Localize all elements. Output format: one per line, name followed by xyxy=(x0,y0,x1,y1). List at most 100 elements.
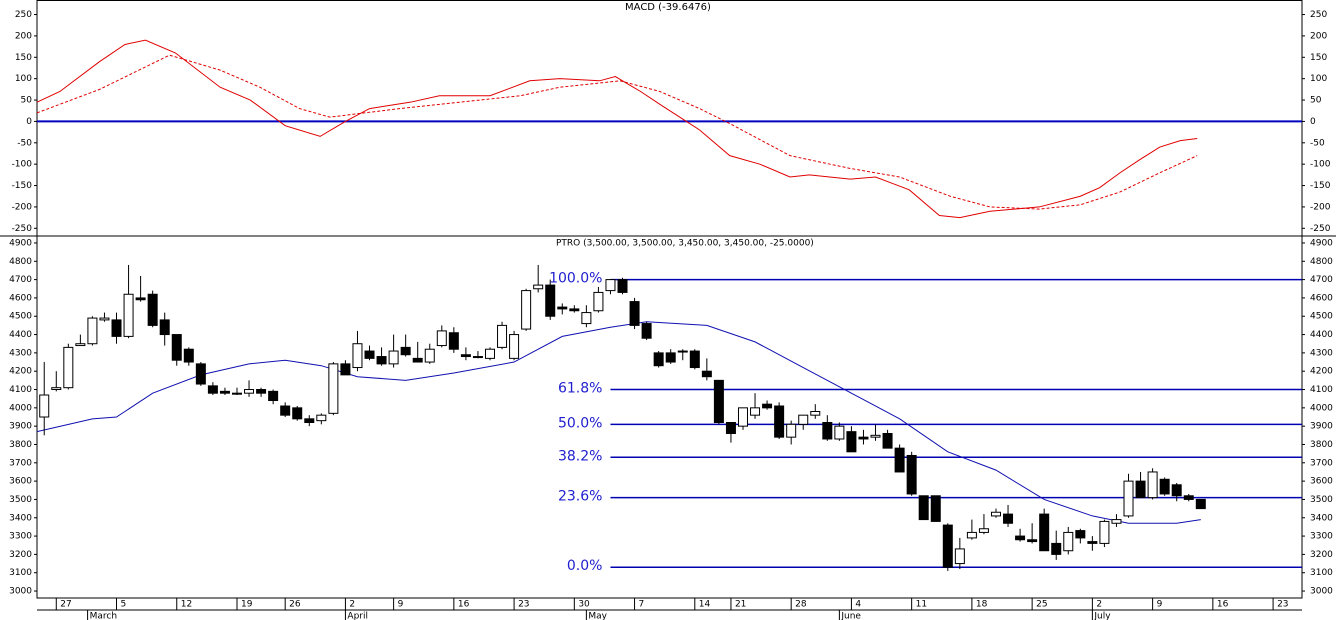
y-tick-label-right: -50 xyxy=(1310,138,1325,148)
candle-body xyxy=(1039,513,1050,552)
y-tick-label-right: 3900 xyxy=(1310,422,1333,432)
y-tick-label-right: 150 xyxy=(1310,53,1327,63)
candle-body xyxy=(834,425,845,440)
candle-body xyxy=(147,293,158,326)
y-tick-label-left: 4100 xyxy=(9,385,32,395)
candle-body xyxy=(882,432,893,449)
candle-body xyxy=(39,394,50,418)
candle-body xyxy=(665,352,676,363)
candle-body xyxy=(930,495,941,522)
candle-body xyxy=(99,317,110,321)
fib-label: 0.0% xyxy=(567,558,603,574)
x-tick-label: 28 xyxy=(795,600,807,610)
candle-body xyxy=(990,511,1001,517)
y-tick-label-left: -50 xyxy=(17,138,32,148)
x-tick-label: 4 xyxy=(855,600,861,610)
x-tick-label: 16 xyxy=(458,600,470,610)
y-tick-label-left: 3000 xyxy=(9,587,32,597)
y-tick-label-left: -100 xyxy=(12,160,33,170)
plot-frame xyxy=(36,0,1303,599)
candle-body xyxy=(557,306,568,310)
x-tick-label: 18 xyxy=(976,600,988,610)
candle-body xyxy=(195,363,206,385)
fib-label: 100.0% xyxy=(549,271,602,287)
x-tick-label: 5 xyxy=(121,600,127,610)
candle-body xyxy=(870,434,881,438)
candle-body xyxy=(629,301,640,326)
candle-body xyxy=(677,350,688,353)
candle-body xyxy=(424,348,435,363)
candle-body xyxy=(786,423,797,438)
candle-body xyxy=(978,528,989,533)
y-tick-label-right: 3500 xyxy=(1310,495,1333,505)
candle-body xyxy=(1015,535,1026,541)
candle-body xyxy=(484,348,495,359)
candle-body xyxy=(171,334,182,361)
y-tick-label-left: 3900 xyxy=(9,422,32,432)
macd-title: MACD (-39.6476) xyxy=(625,2,711,13)
candle-body xyxy=(460,354,471,358)
y-tick-label-left: -150 xyxy=(12,181,33,191)
candle-body xyxy=(352,343,363,369)
candle-body xyxy=(762,403,773,409)
candle-body xyxy=(641,323,652,339)
candle-body xyxy=(328,363,339,414)
y-tick-label-right: 4100 xyxy=(1310,385,1333,395)
y-tick-label-right: -200 xyxy=(1310,202,1331,212)
y-tick-label-left: 3200 xyxy=(9,550,32,560)
candle-body xyxy=(954,548,965,565)
candle-body xyxy=(1027,539,1038,543)
x-tick-label: 9 xyxy=(1157,600,1163,610)
candle-body xyxy=(280,405,291,416)
candle-body xyxy=(1051,542,1062,555)
y-tick-label-left: 3600 xyxy=(9,477,32,487)
candle-body xyxy=(111,319,122,337)
price-title: PTRO (3,500.00, 3,500.00, 3,450.00, 3,45… xyxy=(556,239,814,249)
y-tick-label-left: 50 xyxy=(21,96,33,106)
candle-body xyxy=(51,387,62,391)
candle-body xyxy=(436,330,447,347)
candle-body xyxy=(316,414,327,422)
candle-body xyxy=(846,431,857,453)
candle-body xyxy=(1075,530,1086,539)
candle-body xyxy=(701,370,712,378)
candle-body xyxy=(509,334,520,359)
candle-body xyxy=(533,284,544,290)
candle-body xyxy=(1063,531,1074,552)
y-tick-label-left: 3500 xyxy=(9,495,32,505)
candle-body xyxy=(340,363,351,376)
x-tick-label: 2 xyxy=(349,600,355,610)
candle-body xyxy=(713,379,724,423)
candle-body xyxy=(1183,495,1194,500)
candle-body xyxy=(1135,480,1146,499)
y-tick-label-right: 50 xyxy=(1310,96,1322,106)
candle-body xyxy=(1171,484,1182,497)
candle-body xyxy=(75,343,86,347)
macd-line xyxy=(36,54,1198,210)
month-label: June xyxy=(840,612,861,620)
candle-body xyxy=(1195,498,1206,510)
candle-body xyxy=(545,284,556,317)
y-tick-label-right: 3400 xyxy=(1310,513,1333,523)
month-label: July xyxy=(1093,612,1111,620)
y-tick-label-left: 0 xyxy=(26,117,32,127)
y-tick-label-right: 4700 xyxy=(1310,275,1333,285)
y-tick-label-left: 3400 xyxy=(9,513,32,523)
candle-body xyxy=(183,348,194,363)
fib-label: 23.6% xyxy=(558,489,602,505)
candle-body xyxy=(1087,541,1098,544)
candle-body xyxy=(1003,513,1014,524)
y-tick-label-left: 3100 xyxy=(9,568,32,578)
y-tick-label-right: 200 xyxy=(1310,31,1327,41)
candle-body xyxy=(448,332,459,350)
y-tick-label-right: 0 xyxy=(1310,117,1316,127)
y-tick-label-left: 4300 xyxy=(9,348,32,358)
fib-label: 50.0% xyxy=(558,415,602,431)
y-tick-label-left: 4500 xyxy=(9,312,32,322)
candle-body xyxy=(219,390,230,394)
candle-body xyxy=(497,324,508,348)
y-tick-label-right: 3100 xyxy=(1310,568,1333,578)
y-tick-label-right: 4500 xyxy=(1310,312,1333,322)
